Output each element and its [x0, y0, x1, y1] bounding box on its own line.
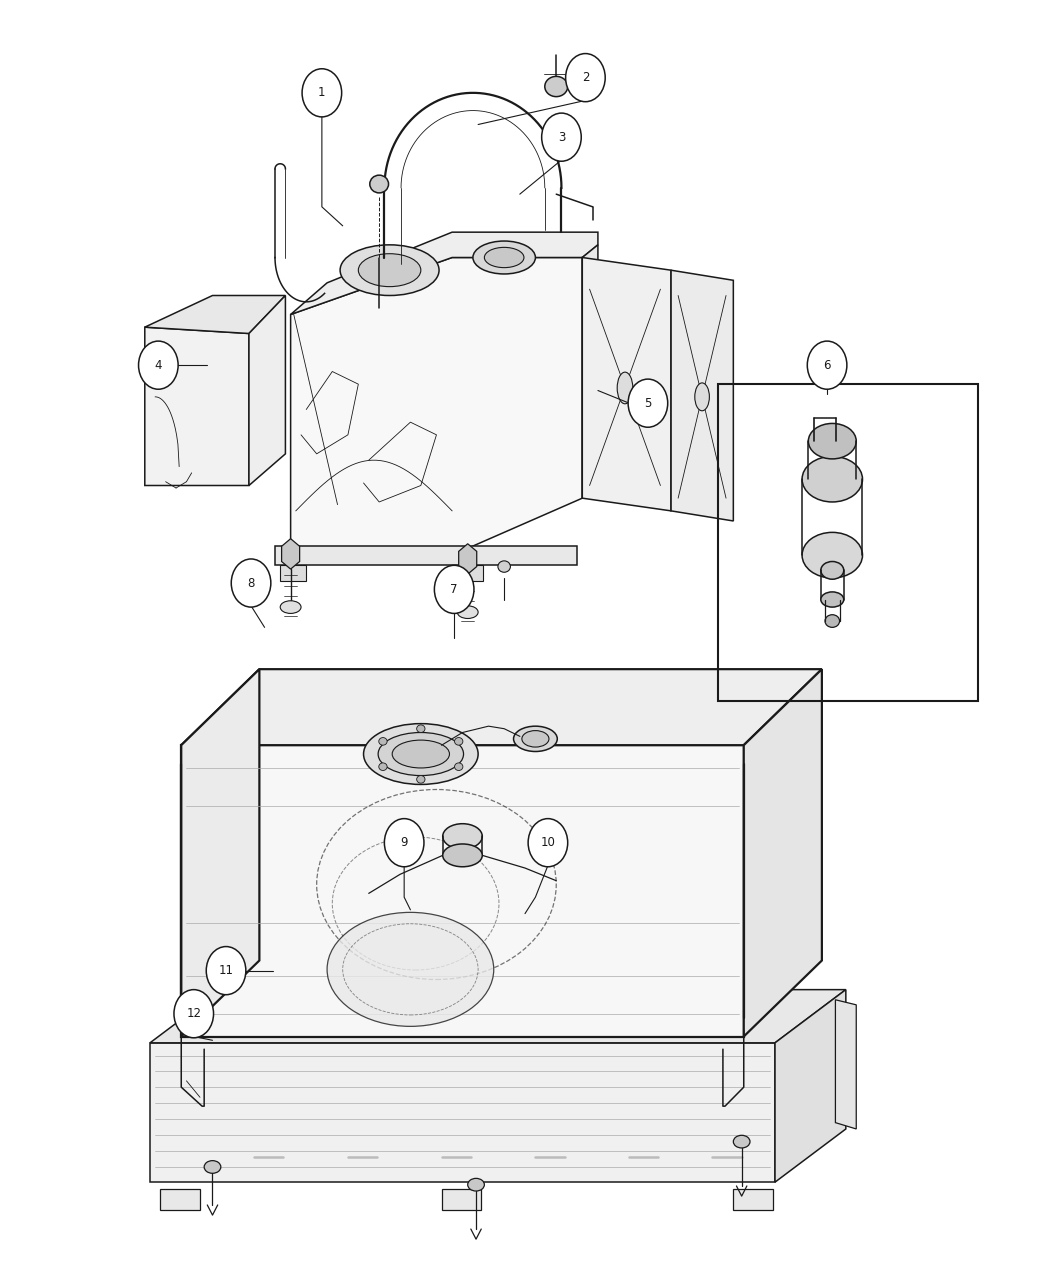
Circle shape — [528, 819, 568, 867]
Polygon shape — [182, 669, 822, 745]
Polygon shape — [743, 669, 822, 1037]
Ellipse shape — [808, 423, 856, 459]
Ellipse shape — [204, 1160, 220, 1173]
Polygon shape — [442, 1188, 481, 1210]
Circle shape — [231, 558, 271, 607]
Polygon shape — [583, 245, 597, 499]
Ellipse shape — [455, 737, 463, 745]
Circle shape — [566, 54, 605, 102]
Ellipse shape — [443, 844, 482, 867]
Circle shape — [139, 342, 178, 389]
Text: 5: 5 — [645, 397, 652, 409]
Polygon shape — [150, 1043, 775, 1182]
Ellipse shape — [467, 1178, 484, 1191]
Polygon shape — [459, 543, 477, 574]
Polygon shape — [145, 328, 249, 486]
Ellipse shape — [328, 913, 494, 1026]
Text: 9: 9 — [400, 836, 407, 849]
Ellipse shape — [378, 733, 463, 775]
Ellipse shape — [821, 592, 844, 607]
Polygon shape — [453, 565, 483, 580]
Polygon shape — [182, 745, 743, 1037]
Ellipse shape — [393, 740, 449, 768]
Ellipse shape — [472, 241, 536, 274]
Ellipse shape — [280, 601, 301, 613]
Circle shape — [542, 113, 582, 161]
Polygon shape — [161, 1188, 200, 1210]
Circle shape — [174, 989, 213, 1038]
Polygon shape — [150, 989, 846, 1043]
Text: 3: 3 — [558, 130, 565, 144]
Polygon shape — [275, 546, 578, 565]
Ellipse shape — [379, 737, 387, 745]
Text: 10: 10 — [541, 836, 555, 849]
Text: 1: 1 — [318, 87, 326, 99]
Ellipse shape — [379, 762, 387, 770]
Polygon shape — [733, 1188, 773, 1210]
Polygon shape — [291, 232, 597, 315]
Ellipse shape — [802, 456, 862, 502]
Polygon shape — [281, 539, 299, 569]
Ellipse shape — [458, 606, 478, 618]
Text: 11: 11 — [218, 964, 233, 977]
Ellipse shape — [802, 533, 862, 578]
Ellipse shape — [825, 615, 840, 627]
Ellipse shape — [370, 175, 388, 193]
Circle shape — [628, 379, 668, 427]
Ellipse shape — [498, 561, 510, 572]
Polygon shape — [249, 296, 286, 486]
Circle shape — [384, 819, 424, 867]
Ellipse shape — [821, 561, 844, 579]
Polygon shape — [583, 258, 671, 511]
Polygon shape — [182, 669, 259, 1037]
Ellipse shape — [455, 762, 463, 770]
Circle shape — [435, 565, 474, 613]
Text: 8: 8 — [248, 576, 255, 589]
Ellipse shape — [522, 731, 549, 747]
Text: 12: 12 — [186, 1007, 202, 1020]
Text: 2: 2 — [582, 71, 589, 84]
Text: 6: 6 — [823, 358, 831, 372]
Ellipse shape — [417, 775, 425, 783]
Ellipse shape — [363, 724, 478, 784]
Polygon shape — [280, 565, 307, 580]
Ellipse shape — [417, 725, 425, 733]
Ellipse shape — [695, 382, 710, 411]
Polygon shape — [836, 1000, 856, 1128]
Ellipse shape — [513, 727, 558, 751]
Text: 7: 7 — [450, 583, 458, 595]
Circle shape — [302, 69, 341, 117]
Circle shape — [206, 946, 246, 994]
Ellipse shape — [733, 1135, 750, 1148]
Ellipse shape — [340, 245, 439, 296]
Polygon shape — [671, 270, 733, 521]
Polygon shape — [291, 258, 583, 555]
Polygon shape — [775, 989, 846, 1182]
Ellipse shape — [443, 824, 482, 849]
Polygon shape — [145, 296, 286, 334]
Ellipse shape — [617, 372, 633, 404]
Ellipse shape — [545, 76, 568, 97]
Text: 4: 4 — [154, 358, 162, 372]
Ellipse shape — [484, 247, 524, 268]
Ellipse shape — [358, 254, 421, 287]
Circle shape — [807, 342, 847, 389]
